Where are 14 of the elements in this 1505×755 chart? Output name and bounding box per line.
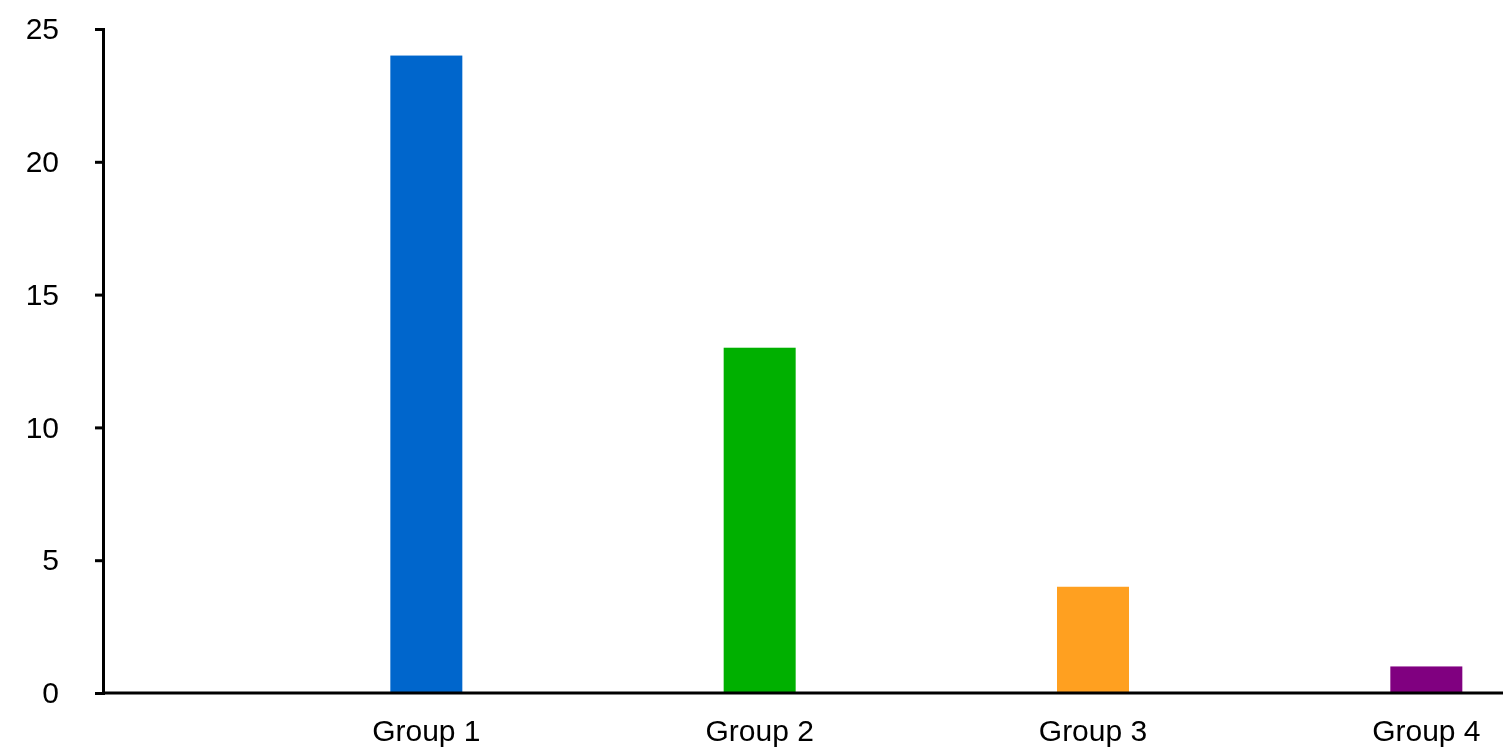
y-tick-label: 0 — [42, 676, 59, 710]
bar — [723, 347, 796, 693]
y-tick-label: 5 — [42, 543, 59, 577]
x-tick-label: Group 1 — [372, 714, 481, 747]
bar — [390, 55, 463, 693]
x-tick-label: Group 4 — [1372, 714, 1481, 747]
x-tick-label: Group 2 — [705, 714, 814, 747]
y-tick-label: 20 — [25, 144, 59, 178]
y-tick-label: 25 — [25, 12, 59, 46]
bar — [1057, 586, 1129, 693]
bar — [1390, 666, 1463, 693]
x-tick-label: Group 3 — [1038, 714, 1148, 747]
y-tick-label: 15 — [25, 277, 59, 311]
y-tick-label: 10 — [25, 410, 59, 444]
